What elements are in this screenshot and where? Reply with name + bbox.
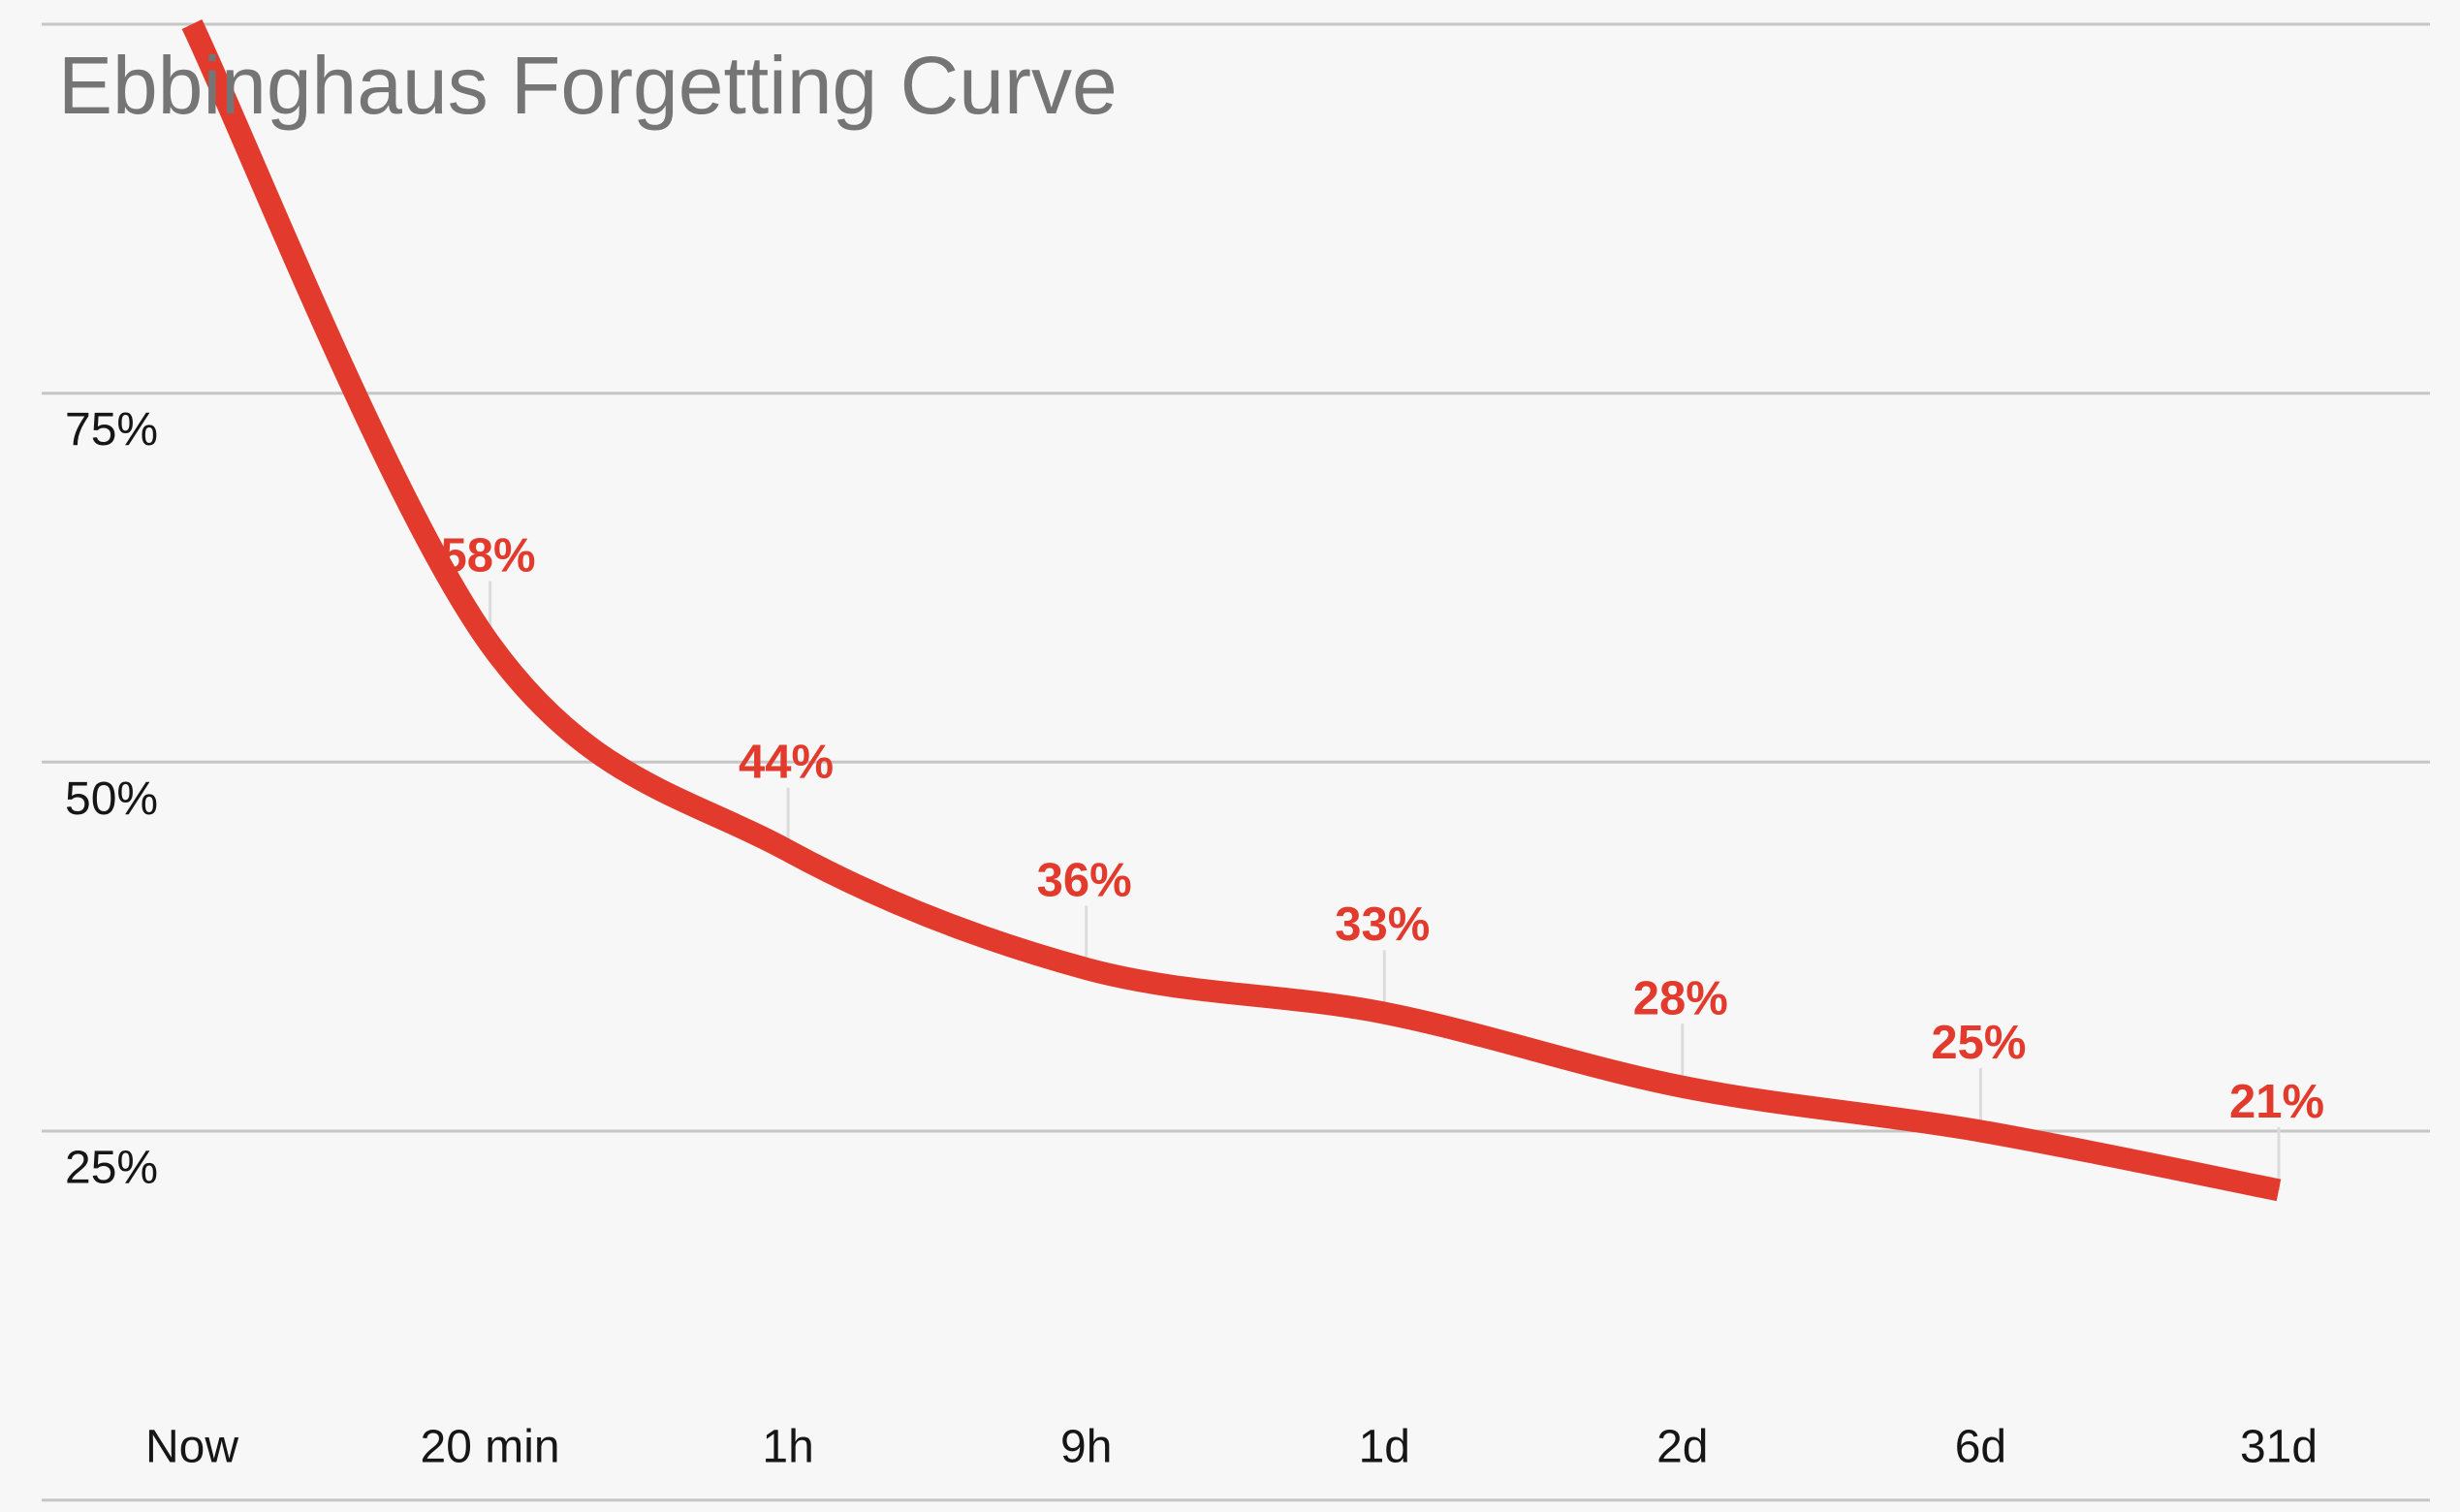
chart-title: Ebbinghaus Forgetting Curve [58, 40, 1118, 131]
y-axis-tick-label: 25% [65, 1143, 158, 1194]
x-axis-category-label: 20 min [421, 1422, 560, 1473]
x-axis-category-label: 9h [1060, 1422, 1112, 1473]
data-point-label: 44% [739, 737, 834, 789]
retention-curve-line [181, 19, 2282, 1202]
y-axis-tick-label: 75% [65, 404, 158, 456]
y-axis-tick-label: 50% [65, 773, 158, 825]
data-point-label: 36% [1037, 855, 1132, 907]
x-axis-category-label: 6d [1955, 1422, 2006, 1473]
x-axis-category-label: Now [145, 1422, 238, 1473]
data-point-label: 33% [1335, 898, 1430, 951]
data-point-label: 58% [441, 530, 536, 583]
x-axis-category-label: 1h [762, 1422, 813, 1473]
x-axis-category-label: 31d [2240, 1422, 2318, 1473]
data-point-label: 21% [2229, 1076, 2324, 1128]
x-axis-category-label: 1d [1359, 1422, 1410, 1473]
data-point-label: 25% [1931, 1017, 2026, 1069]
data-point-label: 28% [1633, 972, 1728, 1024]
x-axis-category-label: 2d [1656, 1422, 1708, 1473]
